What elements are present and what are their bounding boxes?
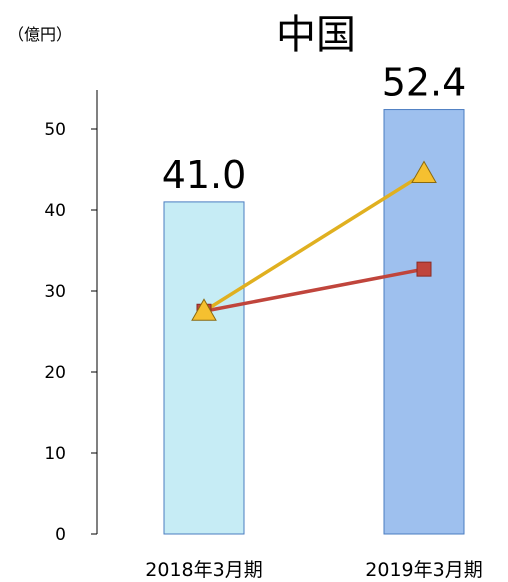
y-tick-label: 20 [44, 363, 66, 383]
series-line-triangle [203, 172, 425, 313]
y-tick-label: 30 [44, 282, 66, 302]
bar-1 [163, 201, 245, 535]
category-label: 2019年3月期 [365, 559, 482, 581]
bar-value-label: 52.4 [382, 61, 467, 105]
line-series [191, 160, 437, 321]
chart-title: 中国 [276, 12, 356, 58]
triangle-marker [411, 160, 437, 184]
y-unit-label: （億円） [8, 25, 72, 44]
labels: 41.0 2018年3月期 52.4 2019年3月期 [145, 61, 482, 581]
square-marker [416, 261, 432, 277]
series-line-square [203, 267, 425, 313]
bar-value-label: 41.0 [162, 153, 247, 197]
y-axis: 0 10 20 30 40 50 [44, 90, 98, 545]
y-tick-label: 40 [44, 201, 66, 221]
y-tick-label: 50 [44, 120, 66, 140]
triangle-marker [191, 298, 217, 321]
y-tick-label: 0 [55, 525, 66, 545]
category-label: 2018年3月期 [145, 559, 262, 581]
y-tick-label: 10 [44, 444, 66, 464]
